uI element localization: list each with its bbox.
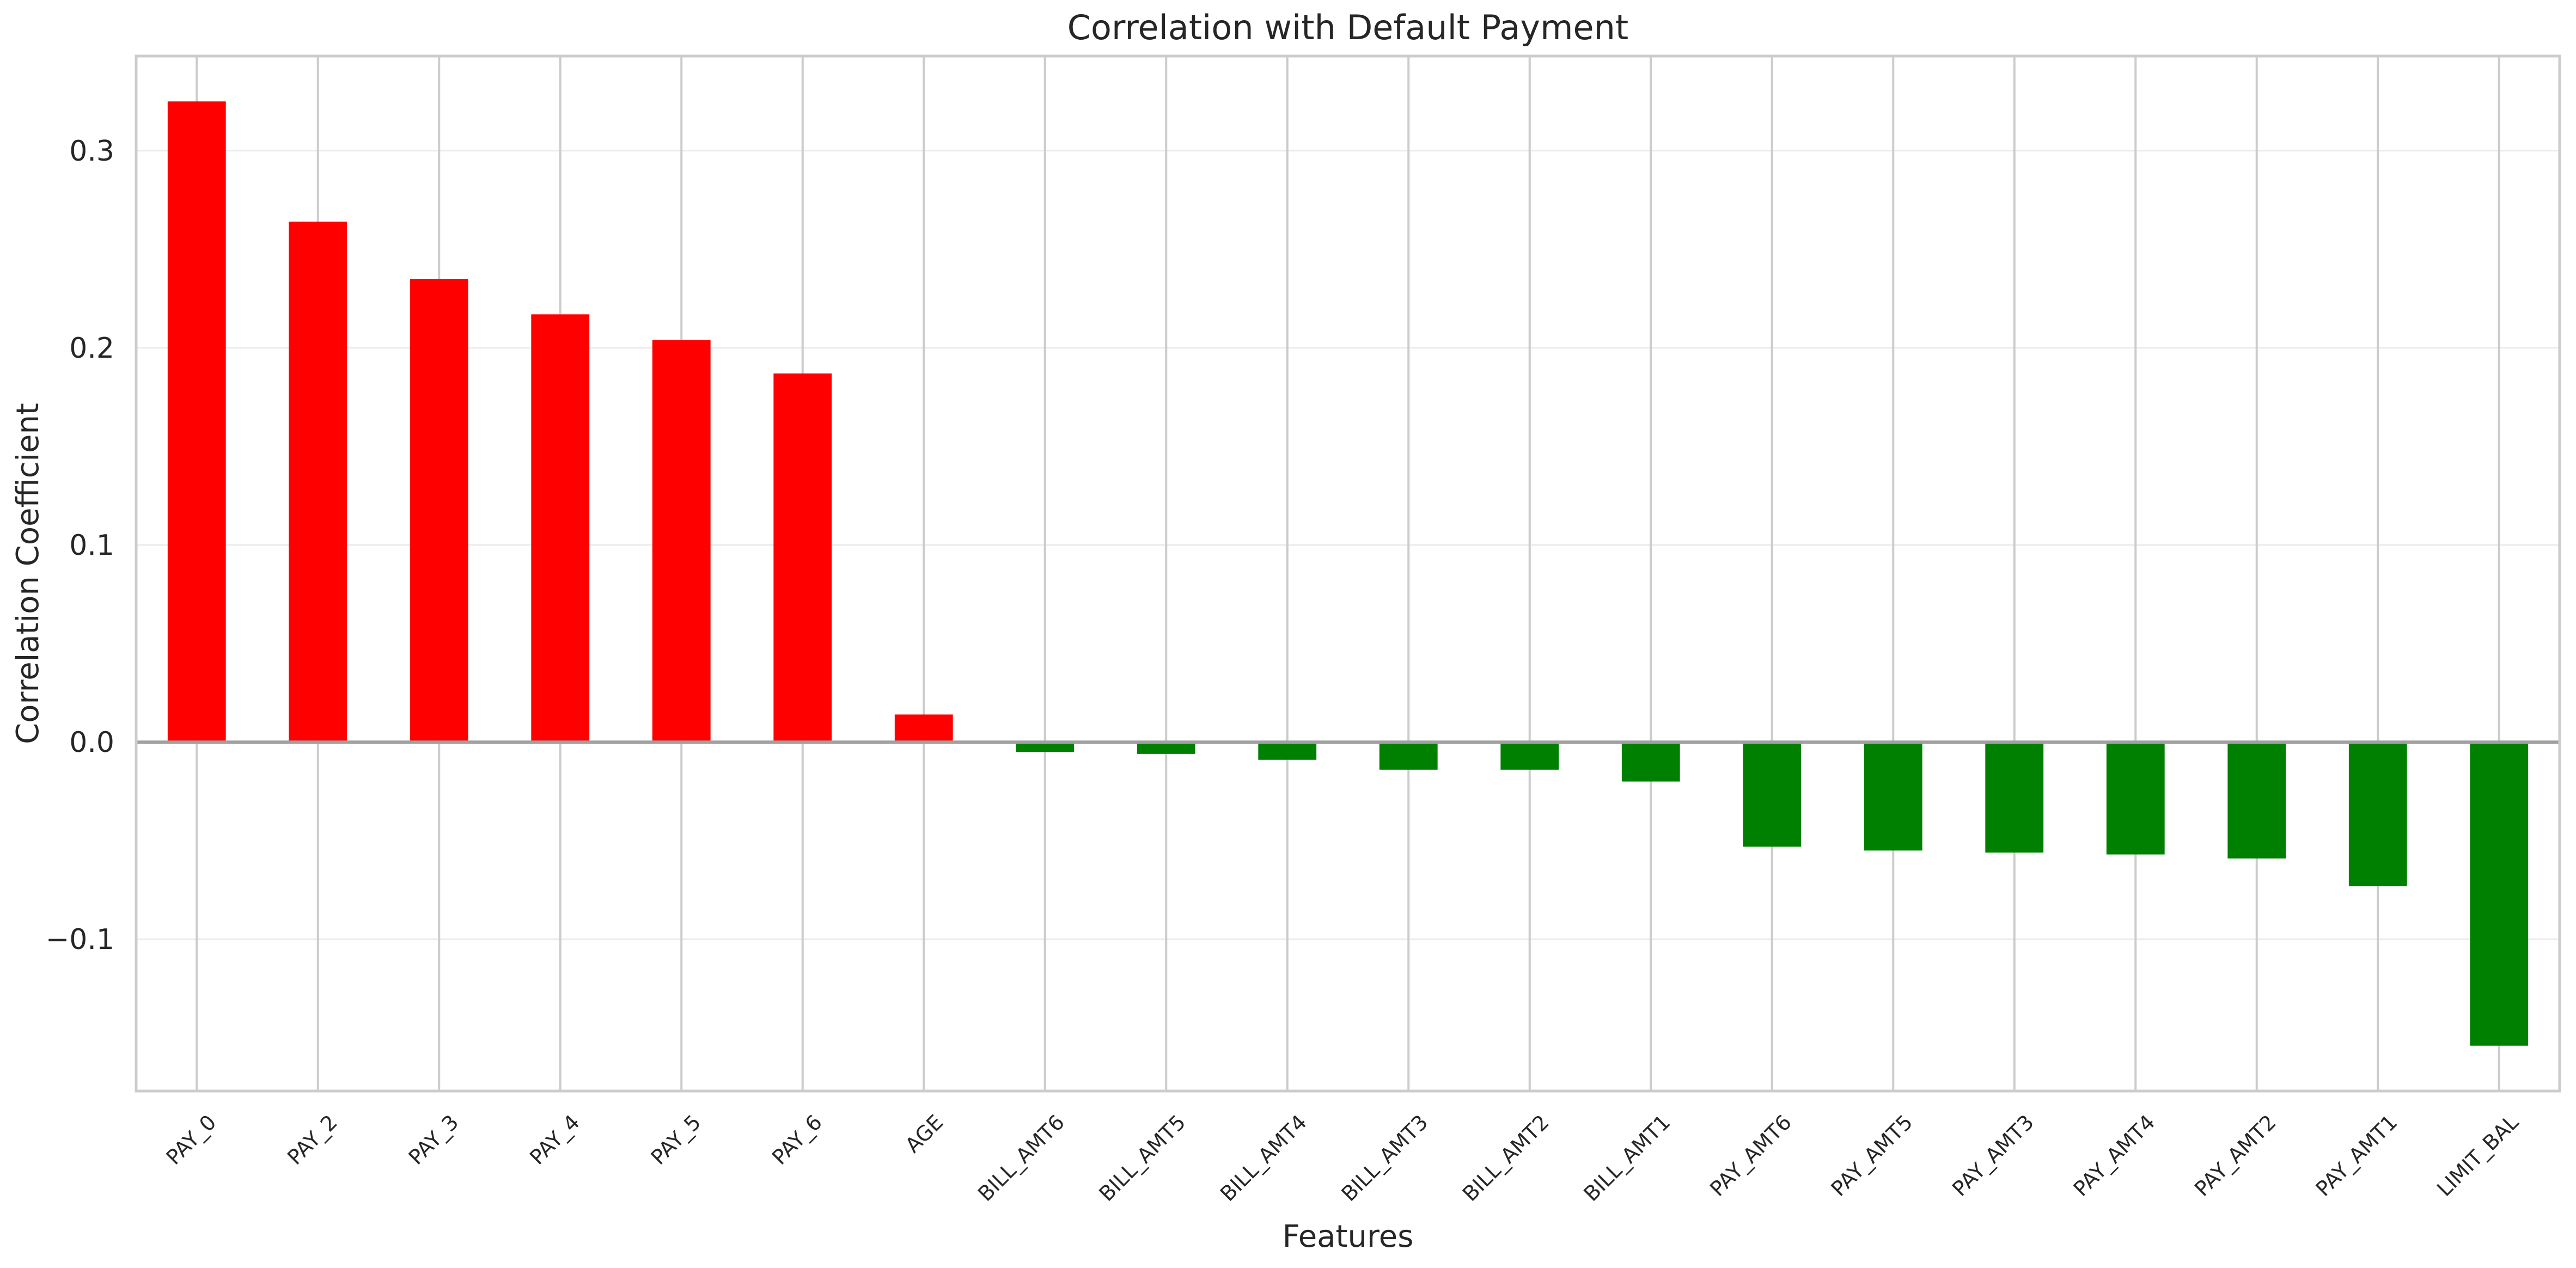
- bar-pay-5: [652, 340, 711, 743]
- bar-pay-2: [289, 222, 347, 743]
- bar-limit-bal: [2470, 742, 2529, 1046]
- bar-age: [894, 714, 953, 743]
- bar-pay-amt4: [2106, 742, 2165, 855]
- y-tick-label: 0.3: [69, 135, 114, 168]
- y-tick-label: 0.2: [69, 332, 114, 365]
- bar-pay-4: [531, 314, 590, 743]
- y-tick-label: −0.1: [46, 923, 114, 956]
- bar-bill-amt4: [1258, 742, 1317, 760]
- y-tick-label: 0.1: [69, 529, 114, 562]
- bar-pay-3: [410, 279, 468, 743]
- bar-bill-amt6: [1016, 742, 1075, 752]
- bar-pay-amt3: [1985, 742, 2044, 853]
- bar-pay-amt1: [2348, 742, 2407, 886]
- y-axis-label: Correlation Coefficient: [10, 403, 46, 744]
- bar-pay-amt6: [1743, 742, 1802, 847]
- bar-bill-amt5: [1137, 742, 1195, 754]
- y-tick-labels: −0.1 0.0 0.1 0.2 0.3: [46, 135, 114, 956]
- bar-bill-amt1: [1621, 742, 1680, 782]
- plot-frame: [135, 54, 2561, 1093]
- bar-pay-amt2: [2227, 742, 2286, 859]
- bar-pay-6: [773, 373, 832, 743]
- chart-title: Correlation with Default Payment: [1067, 8, 1629, 47]
- bar-bill-amt2: [1500, 742, 1559, 770]
- y-tick-label: 0.0: [69, 726, 114, 759]
- bar-bill-amt3: [1379, 742, 1438, 770]
- bar-pay-0: [167, 101, 226, 743]
- bars: [167, 101, 2529, 1046]
- x-axis-label: Features: [1283, 1219, 1414, 1254]
- bar-pay-amt5: [1864, 742, 1922, 851]
